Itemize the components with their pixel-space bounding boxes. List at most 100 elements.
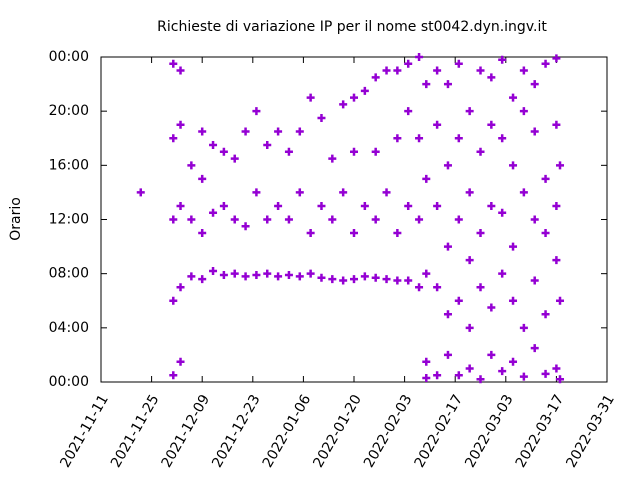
point — [509, 161, 518, 170]
y-tick-label: 20:00 — [49, 103, 89, 119]
point — [530, 276, 539, 285]
point — [443, 80, 452, 89]
point — [519, 107, 528, 116]
point — [284, 215, 293, 224]
point — [519, 323, 528, 332]
point — [465, 256, 474, 265]
point — [295, 127, 304, 136]
point — [317, 113, 326, 122]
point — [230, 269, 239, 278]
point — [219, 201, 228, 210]
y-axis-label: Orario — [8, 197, 24, 241]
point — [422, 373, 431, 382]
point — [415, 53, 424, 61]
point — [476, 229, 485, 238]
point — [382, 275, 391, 284]
chart-title: Richieste di variazione IP per il nome s… — [157, 19, 547, 35]
point — [198, 275, 207, 284]
point — [476, 375, 485, 384]
point — [198, 229, 207, 238]
point — [284, 147, 293, 156]
point — [274, 127, 283, 136]
point — [187, 161, 196, 170]
point — [263, 215, 272, 224]
point — [552, 201, 561, 210]
point — [187, 272, 196, 281]
point — [509, 242, 518, 251]
point — [433, 120, 442, 129]
y-tick-label: 08:00 — [49, 266, 89, 282]
y-tick-label: 16:00 — [49, 157, 89, 173]
point — [360, 86, 369, 95]
point — [433, 66, 442, 75]
point — [487, 201, 496, 210]
point — [350, 275, 358, 284]
point — [350, 147, 358, 156]
point — [187, 215, 196, 224]
point — [443, 350, 452, 359]
point — [541, 310, 550, 319]
point — [476, 147, 485, 156]
point — [541, 59, 550, 68]
point — [454, 296, 463, 305]
point — [465, 323, 474, 332]
point — [487, 120, 496, 129]
point — [241, 272, 250, 281]
point — [393, 276, 402, 285]
point — [295, 188, 304, 197]
point — [306, 269, 315, 278]
y-tick-label: 12:00 — [49, 212, 89, 228]
point — [422, 80, 431, 89]
point — [556, 161, 565, 170]
point — [371, 215, 380, 224]
point — [519, 188, 528, 197]
point — [176, 357, 185, 366]
point — [339, 100, 348, 109]
point — [454, 371, 463, 380]
point — [433, 283, 442, 292]
point — [230, 154, 239, 163]
point — [556, 375, 565, 384]
point — [552, 364, 561, 373]
point — [509, 357, 518, 366]
point — [393, 134, 402, 143]
point — [454, 134, 463, 143]
point — [371, 147, 380, 156]
point — [219, 147, 228, 156]
point — [209, 208, 218, 217]
point — [350, 229, 358, 238]
point — [169, 215, 178, 224]
point — [252, 188, 261, 197]
point — [530, 127, 539, 136]
point — [274, 272, 283, 281]
point — [541, 174, 550, 183]
point — [415, 283, 424, 292]
point — [415, 134, 424, 143]
y-tick-label: 00:00 — [49, 49, 89, 65]
point — [371, 273, 380, 282]
point — [422, 357, 431, 366]
point — [241, 127, 250, 136]
point — [422, 174, 431, 183]
point — [433, 201, 442, 210]
point — [443, 242, 452, 251]
point — [339, 276, 348, 285]
point — [360, 201, 369, 210]
point — [382, 66, 391, 75]
point — [519, 372, 528, 381]
point — [476, 66, 485, 75]
point — [530, 344, 539, 353]
point — [487, 350, 496, 359]
point — [433, 371, 442, 380]
point — [295, 272, 304, 281]
point — [541, 229, 550, 238]
point — [263, 269, 272, 278]
point — [136, 188, 145, 197]
point — [393, 229, 402, 238]
point — [350, 93, 358, 102]
point — [176, 201, 185, 210]
point — [169, 134, 178, 143]
point — [360, 272, 369, 281]
